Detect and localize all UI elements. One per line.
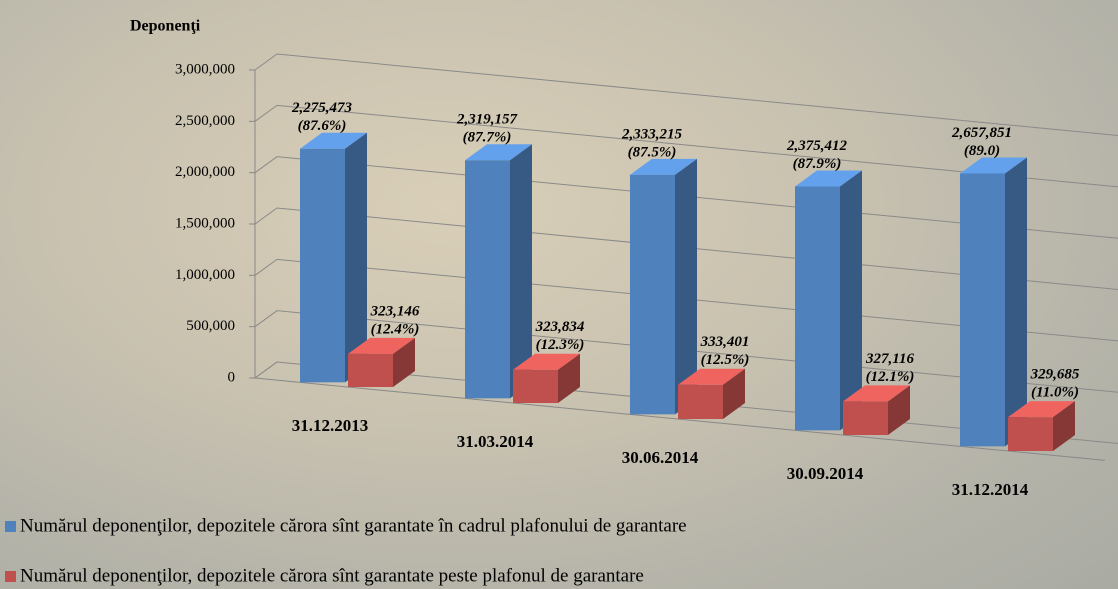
bar-side (1005, 157, 1027, 446)
x-tick-label: 31.12.2014 (952, 480, 1029, 499)
y-tick-label: 2,500,000 (175, 113, 235, 129)
value-label: 323,834 (535, 319, 585, 335)
page: Deponenţi 0 500,000 1,000,000 1,500,000 2,00… (0, 0, 1118, 589)
share-label: (12.3%) (536, 337, 585, 353)
value-label: 2,657,851 (951, 125, 1012, 141)
x-tick-label: 31.12.2013 (292, 416, 369, 435)
bar (630, 159, 697, 415)
value-label: 329,685 (1030, 367, 1080, 383)
share-label: (87.5%) (628, 144, 677, 160)
share-label: (12.4%) (371, 321, 420, 337)
bar-front (630, 175, 675, 415)
bar-front (300, 149, 345, 383)
x-tick-label: 30.09.2014 (787, 464, 864, 483)
value-label: 2,275,473 (291, 100, 353, 116)
legend-swatch (5, 521, 16, 532)
y-tick-label: 0 (228, 369, 236, 385)
legend-label: Numărul deponenţilor, depozitele cărora … (20, 565, 644, 586)
y-tick-label: 500,000 (186, 318, 235, 334)
y-tick-label: 1,000,000 (175, 267, 235, 283)
x-tick-label: 31.03.2014 (457, 432, 534, 451)
share-label: (11.0%) (1031, 385, 1079, 401)
bar (795, 170, 862, 430)
x-tick-label: 30.06.2014 (622, 448, 699, 467)
chart: Deponenţi 0 500,000 1,000,000 1,500,000 2,00… (0, 0, 1118, 589)
bar-front (1008, 417, 1053, 451)
share-label: (87.9%) (793, 156, 842, 172)
value-label: 2,333,215 (621, 126, 683, 142)
bar-front (843, 401, 888, 435)
share-label: (87.7%) (463, 130, 512, 146)
share-label: (87.6%) (298, 118, 347, 134)
y-axis-title: Deponenţi (130, 18, 201, 35)
legend-label: Numărul deponenţilor, depozitele cărora … (20, 515, 687, 536)
legend-swatch (5, 571, 16, 582)
share-label: (12.1%) (866, 369, 915, 385)
value-label: 333,401 (700, 334, 750, 350)
bar-front (348, 354, 393, 387)
share-label: (89.0) (964, 143, 1000, 159)
bar (300, 133, 367, 383)
bar-front (960, 173, 1005, 446)
bar-front (795, 186, 840, 430)
value-label: 327,116 (865, 351, 914, 367)
bar-front (678, 385, 723, 419)
y-tick-label: 2,000,000 (175, 164, 235, 180)
value-label: 2,375,412 (786, 138, 848, 154)
value-label: 323,146 (370, 303, 420, 319)
y-tick-label: 1,500,000 (175, 215, 235, 231)
share-label: (12.5%) (701, 352, 750, 368)
bar-front (465, 160, 510, 398)
bar (960, 157, 1027, 446)
value-label: 2,319,157 (456, 112, 518, 128)
bar (465, 144, 532, 398)
bar-front (513, 370, 558, 403)
y-tick-label: 3,000,000 (175, 61, 235, 77)
